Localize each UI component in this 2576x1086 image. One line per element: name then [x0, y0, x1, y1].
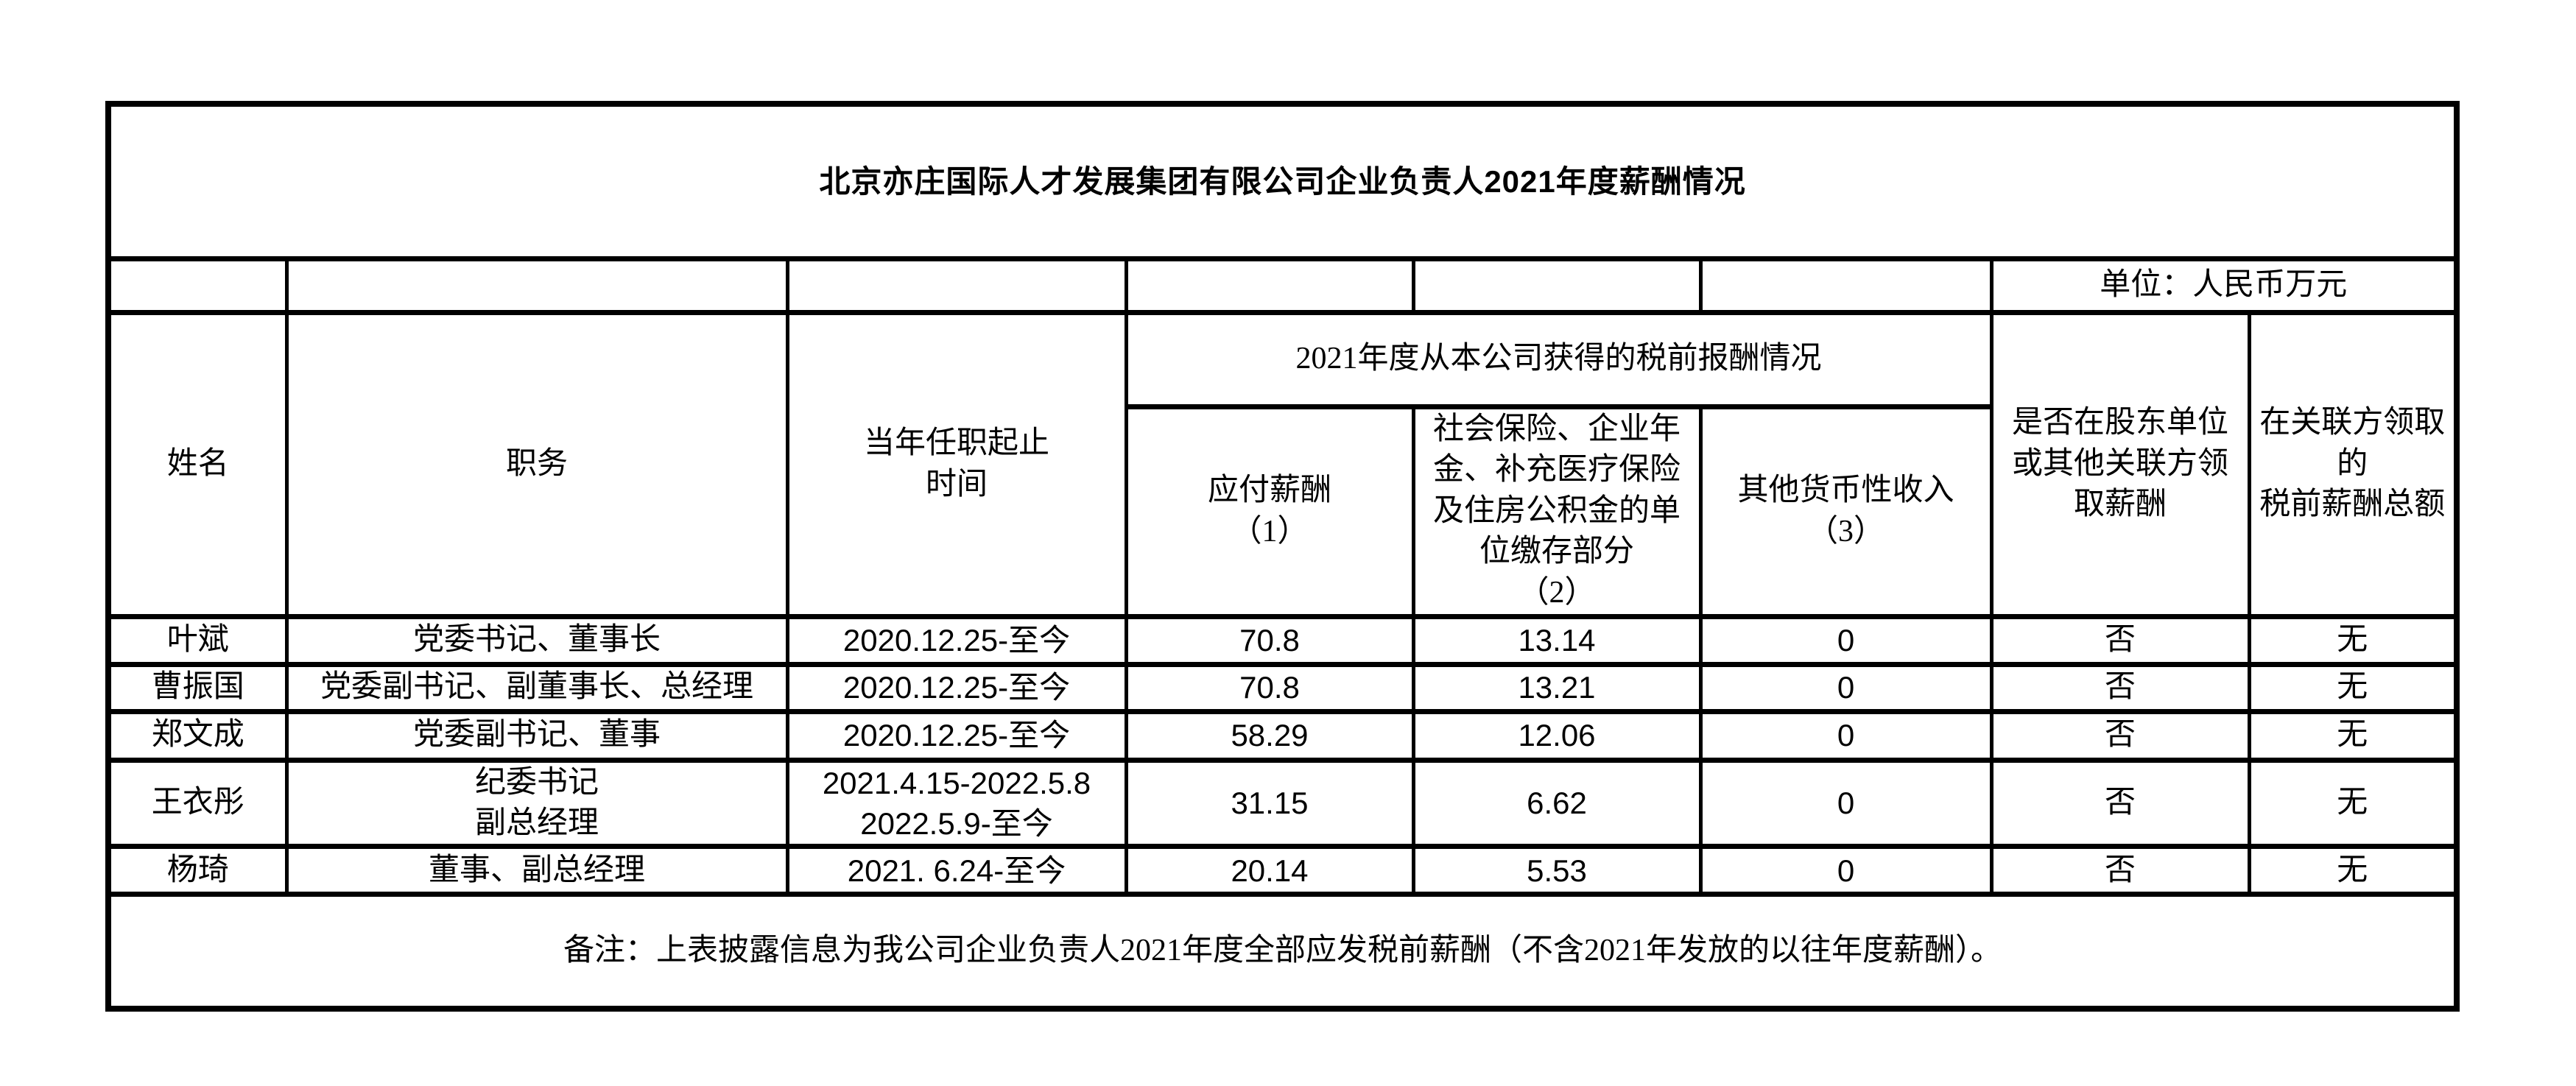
table-row: 王衣彤 纪委书记 副总经理 2021.4.15-2022.5.8 2022.5.… [106, 757, 2459, 850]
cell-payable: 20.14 [1124, 844, 1415, 898]
table-row: 叶斌 党委书记、董事长 2020.12.25-至今 70.8 13.14 0 否… [106, 613, 2459, 667]
cell-other: 0 [1698, 708, 1993, 763]
cell-name: 郑文成 [106, 708, 289, 763]
cell-shareholder: 否 [1989, 708, 2251, 763]
cell-payable: 70.8 [1124, 661, 1415, 714]
page-title: 北京亦庄国际人才发展集团有限公司企业负责人2021年度薪酬情况 [106, 101, 2459, 261]
cell-shareholder: 否 [1989, 613, 2251, 667]
remark-text: 备注：上表披露信息为我公司企业负责人2021年度全部应发税前薪酬（不含2021年… [106, 892, 2459, 1012]
header-pretax-group: 2021年度从本公司获得的税前报酬情况 [1124, 309, 1993, 409]
cell-related: 无 [2247, 661, 2459, 714]
cell-position: 党委副书记、董事 [284, 708, 789, 763]
cell-position: 纪委书记 副总经理 [284, 757, 789, 850]
title-row: 北京亦庄国际人才发展集团有限公司企业负责人2021年度薪酬情况 [106, 101, 2459, 261]
cell-social: 13.21 [1411, 661, 1703, 714]
cell-tenure: 2021.4.15-2022.5.8 2022.5.9-至今 [785, 757, 1128, 850]
cell-name: 王衣彤 [106, 757, 289, 850]
cell-social: 6.62 [1411, 757, 1703, 850]
header-name: 姓名 [106, 309, 289, 619]
header-sub-row: 应付薪酬 （1） 社会保险、企业年 金、补充医疗保险 及住房公积金的单 位缴存部… [108, 403, 2457, 619]
table-row: 郑文成 党委副书记、董事 2020.12.25-至今 58.29 12.06 0… [106, 708, 2459, 763]
cell-payable: 58.29 [1124, 708, 1415, 763]
cell-shareholder: 否 [1989, 661, 2251, 714]
cell-social: 12.06 [1411, 708, 1703, 763]
unit-row-spacer [1124, 255, 1415, 315]
header-group-row: 姓名 职务 当年任职起止 时间 2021年度从本公司获得的税前报酬情况 是否在股… [106, 309, 2459, 619]
unit-row-spacer [106, 255, 289, 315]
header-other-income: 其他货币性收入 （3） [1698, 403, 1993, 619]
header-shareholder: 是否在股东单位 或其他关联方领 取薪酬 [1989, 309, 2251, 619]
header-social: 社会保险、企业年 金、补充医疗保险 及住房公积金的单 位缴存部分 （2） [1411, 403, 1703, 619]
cell-payable: 70.8 [1124, 613, 1415, 667]
header-position: 职务 [284, 309, 789, 619]
cell-name: 杨琦 [106, 844, 289, 898]
cell-other: 0 [1698, 613, 1993, 667]
table-row: 曹振国 党委副书记、副董事长、总经理 2020.12.25-至今 70.8 13… [106, 661, 2459, 714]
table-row: 杨琦 董事、副总经理 2021. 6.24-至今 20.14 5.53 0 否 … [106, 844, 2459, 898]
unit-row-spacer [1698, 255, 1993, 315]
header-tenure: 当年任职起止 时间 [785, 309, 1128, 619]
cell-other: 0 [1698, 757, 1993, 850]
unit-row-spacer [785, 255, 1128, 315]
cell-name: 曹振国 [106, 661, 289, 714]
cell-tenure: 2021. 6.24-至今 [785, 844, 1128, 898]
cell-other: 0 [1698, 661, 1993, 714]
cell-social: 5.53 [1411, 844, 1703, 898]
cell-payable: 31.15 [1124, 757, 1415, 850]
cell-position: 董事、副总经理 [284, 844, 789, 898]
unit-row-spacer [284, 255, 789, 315]
cell-tenure: 2020.12.25-至今 [785, 661, 1128, 714]
header-payable: 应付薪酬 （1） [1124, 403, 1415, 619]
cell-tenure: 2020.12.25-至今 [785, 708, 1128, 763]
unit-row: 单位：人民币万元 [106, 255, 2459, 315]
unit-row-spacer [1411, 255, 1703, 315]
cell-related: 无 [2247, 757, 2459, 850]
salary-table: 北京亦庄国际人才发展集团有限公司企业负责人2021年度薪酬情况 单位：人民币万元… [105, 101, 2460, 1012]
cell-related: 无 [2247, 844, 2459, 898]
cell-position: 党委副书记、副董事长、总经理 [284, 661, 789, 714]
cell-related: 无 [2247, 708, 2459, 763]
header-related-total: 在关联方领取的 税前薪酬总额 [2247, 309, 2459, 619]
cell-tenure: 2020.12.25-至今 [785, 613, 1128, 667]
cell-social: 13.14 [1411, 613, 1703, 667]
cell-name: 叶斌 [106, 613, 289, 667]
unit-label: 单位：人民币万元 [1989, 255, 2459, 315]
cell-shareholder: 否 [1989, 757, 2251, 850]
remark-row: 备注：上表披露信息为我公司企业负责人2021年度全部应发税前薪酬（不含2021年… [106, 892, 2459, 1012]
cell-related: 无 [2247, 613, 2459, 667]
salary-disclosure-sheet: 北京亦庄国际人才发展集团有限公司企业负责人2021年度薪酬情况 单位：人民币万元… [105, 101, 2460, 1012]
cell-shareholder: 否 [1989, 844, 2251, 898]
cell-other: 0 [1698, 844, 1993, 898]
cell-position: 党委书记、董事长 [284, 613, 789, 667]
